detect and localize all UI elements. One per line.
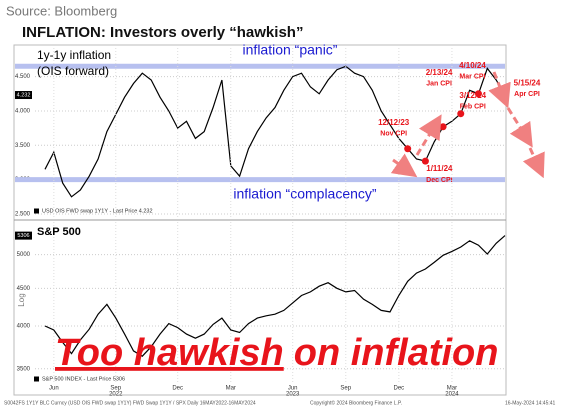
x-tick-label: Sep [110, 386, 121, 392]
callout-emphasis: Too hawkish [55, 332, 284, 374]
legend-swatch [34, 376, 39, 382]
page-title: INFLATION: Investors overly “hawkish” [22, 24, 303, 41]
last-price-label: 5306 [17, 233, 29, 239]
x-tick-label: Jun [288, 386, 298, 392]
last-price-box [15, 91, 32, 100]
x-tick-label: Dec [172, 386, 183, 392]
last-price-box [15, 231, 32, 240]
year-label: 2024 [445, 392, 459, 398]
y-tick-label: 4.500 [15, 74, 31, 80]
band-label: inflation “panic” [243, 42, 338, 58]
y-tick-label: 5000 [17, 252, 31, 258]
x-tick-label: Jun [49, 386, 59, 392]
footer-right: 16-May-2024 14:45:41 [505, 400, 556, 406]
event-dot [474, 90, 482, 98]
panel-title: S&P 500 [37, 226, 81, 238]
last-price-label: 4.232 [17, 92, 31, 98]
arrow [522, 147, 545, 179]
x-tick-label: Mar [226, 386, 236, 392]
event-date: 5/15/24 [514, 78, 541, 87]
x-tick-label: Sep [340, 386, 351, 392]
y-tick-label: 4000 [17, 324, 31, 330]
y-tick-label: 3.500 [15, 143, 31, 149]
data-line [44, 235, 506, 357]
event-label: Feb CPI [460, 104, 486, 111]
event-date: 2/13/24 [426, 68, 453, 77]
event-dot [439, 123, 447, 131]
y-tick-label: 4500 [17, 286, 31, 292]
event-label: Dec CPI [426, 177, 453, 184]
arrow [415, 114, 442, 156]
arrow [506, 107, 533, 148]
event-date: 1/11/24 [426, 164, 453, 173]
x-tick-label: Dec [394, 386, 405, 392]
callout-rest: on inflation [294, 332, 499, 374]
callout: Too hawkish on inflation [55, 332, 498, 374]
arrow [488, 71, 511, 109]
year-label: 2023 [286, 392, 300, 398]
y-tick-label: 4.000 [15, 109, 31, 115]
event-label: Nov CPI [380, 131, 407, 138]
y-tick-label: 2.500 [15, 212, 31, 218]
y-tick-label: 3500 [17, 366, 31, 372]
event-label: Mar CPI [459, 74, 485, 81]
event-date: 4/10/24 [459, 61, 486, 70]
source: Source: Bloomberg [6, 3, 117, 18]
arrow [390, 153, 418, 178]
event-dot [404, 145, 412, 153]
event-date: 3/12/24 [459, 91, 486, 100]
legend-swatch [34, 208, 39, 214]
event-date: 12/12/23 [378, 118, 410, 127]
data-line [44, 65, 506, 198]
footer-center: Copyright© 2024 Bloomberg Finance L.P. [310, 399, 402, 406]
event-dot [457, 110, 465, 118]
event-dot [421, 157, 429, 165]
legend-label: USD OIS FWD swap 1Y1Y - Last Price 4.232 [42, 208, 153, 214]
axis-label: Log [17, 293, 26, 306]
event-label: Apr CPI [514, 91, 540, 98]
band-label: inflation “complacency” [233, 186, 377, 202]
footer-left: S0042FS 1Y1Y BLC Curncy (USD OIS FWD swa… [4, 400, 256, 406]
panel-title: 1y-1y inflation [37, 48, 111, 62]
panel-subtitle: (OIS forward) [37, 64, 109, 78]
event-label: Jan CPI [426, 81, 452, 88]
x-tick-label: Mar [447, 386, 457, 392]
arrows [390, 71, 545, 179]
legend-label: S&P 500 INDEX - Last Price 5306 [42, 376, 125, 382]
year-label: 2022 [109, 392, 123, 398]
